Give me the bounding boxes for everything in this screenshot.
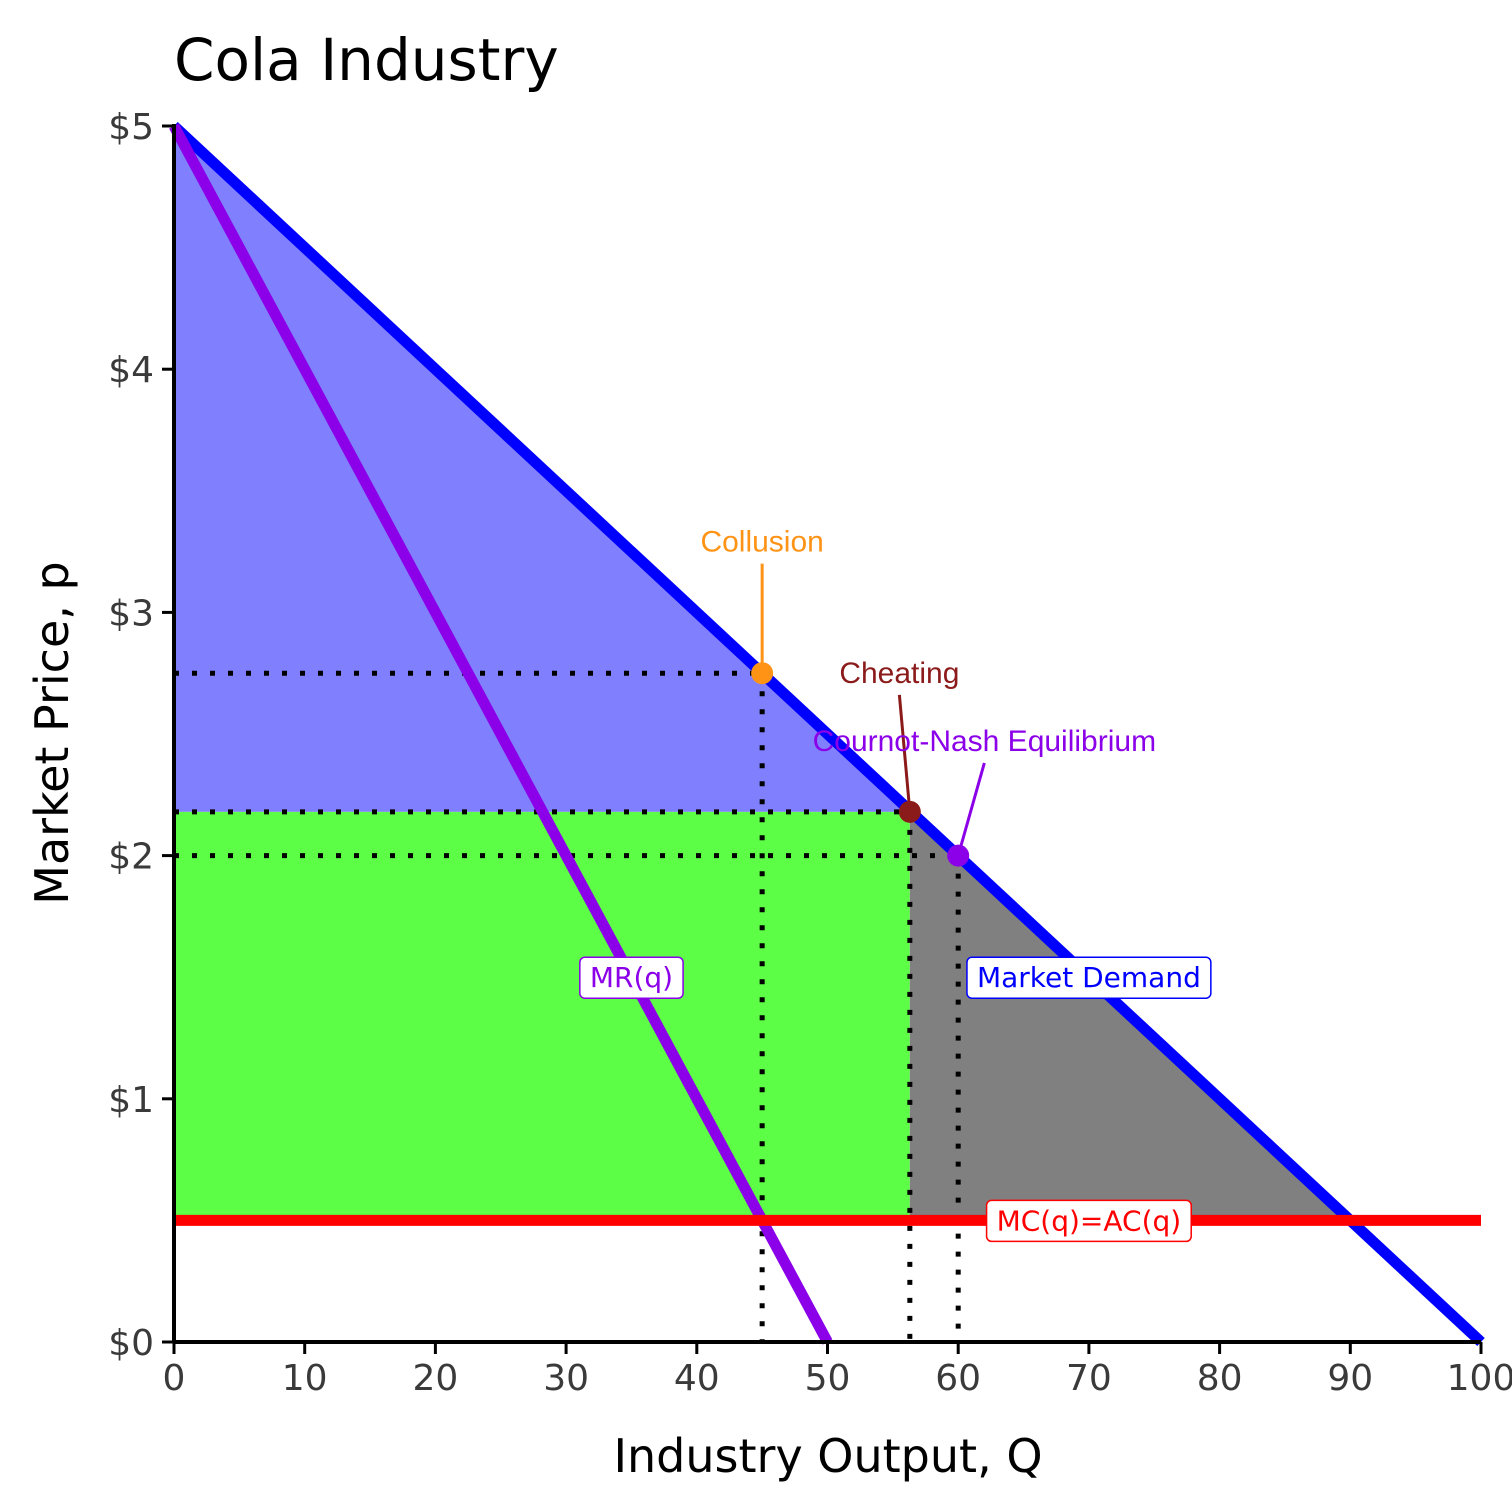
x-tick-label: 80: [1197, 1358, 1243, 1399]
x-tick-label: 60: [935, 1358, 981, 1399]
collusion-label: Collusion: [700, 526, 823, 559]
x-axis-title: Industry Output, Q: [613, 1429, 1042, 1483]
mr-q-label: MR(q): [590, 961, 673, 994]
market-demand-line: [170, 121, 1485, 1347]
mr-q-line: [169, 123, 833, 1345]
mc-q-ac-q-label: MC(q)=AC(q): [997, 1204, 1182, 1237]
cheating-label: Cheating: [839, 657, 959, 690]
y-tick-label: $4: [108, 350, 154, 391]
y-tick-label: $3: [108, 593, 154, 634]
y-tick-label: $0: [108, 1323, 154, 1364]
y-axis-title: Market Price, p: [25, 561, 79, 904]
x-tick-label: 70: [1066, 1358, 1112, 1399]
y-tick-label: $5: [108, 107, 154, 148]
x-tick-label: 50: [805, 1358, 851, 1399]
market-demand-label: Market Demand: [977, 961, 1201, 994]
dotted-guides: [174, 670, 961, 1342]
chart-title: Cola Industry: [174, 26, 559, 94]
point-annotations: Collusion Cheating Cournot-Nash Equilibriu…: [700, 526, 1156, 867]
mr-q-label-frame: [579, 956, 684, 999]
mr-q-label-box: MR(q): [579, 956, 684, 999]
market-demand-label-box: Market Demand: [966, 956, 1212, 999]
shaded-region-1: [174, 811, 910, 1221]
x-tick-label: 10: [282, 1358, 328, 1399]
x-tick-label: 20: [412, 1358, 458, 1399]
y-tick-label: $2: [108, 837, 154, 878]
x-tick-label: 30: [543, 1358, 589, 1399]
collusion-point: [751, 662, 774, 685]
cournot-nash-equilibrium-point: [947, 844, 970, 867]
x-tick-label: 90: [1327, 1358, 1373, 1399]
market-demand-label-frame: [966, 956, 1212, 999]
axes: 0 10 20 30 40 50 60 70 80 90 100 $0 $1 $2 $3 $4 $5: [108, 107, 1512, 1399]
curves: [169, 121, 1485, 1347]
series-labels: Market Demand MR(q) MC(q)=AC(q): [579, 956, 1212, 1243]
y-tick-label: $1: [108, 1080, 154, 1121]
mc-q-ac-q-label-frame: [985, 1199, 1192, 1243]
cheating-leader: [897, 694, 912, 812]
x-tick-label: 100: [1447, 1358, 1512, 1399]
cournot-nash-equilibrium-label: Cournot-Nash Equilibrium: [813, 725, 1156, 758]
mc-q-ac-q-label-box: MC(q)=AC(q): [985, 1199, 1192, 1243]
x-tick-label: 40: [674, 1358, 720, 1399]
cournot-nash-equilibrium-leader: [956, 762, 986, 857]
x-tick-label: 0: [163, 1358, 186, 1399]
cheating-point: [898, 800, 921, 823]
